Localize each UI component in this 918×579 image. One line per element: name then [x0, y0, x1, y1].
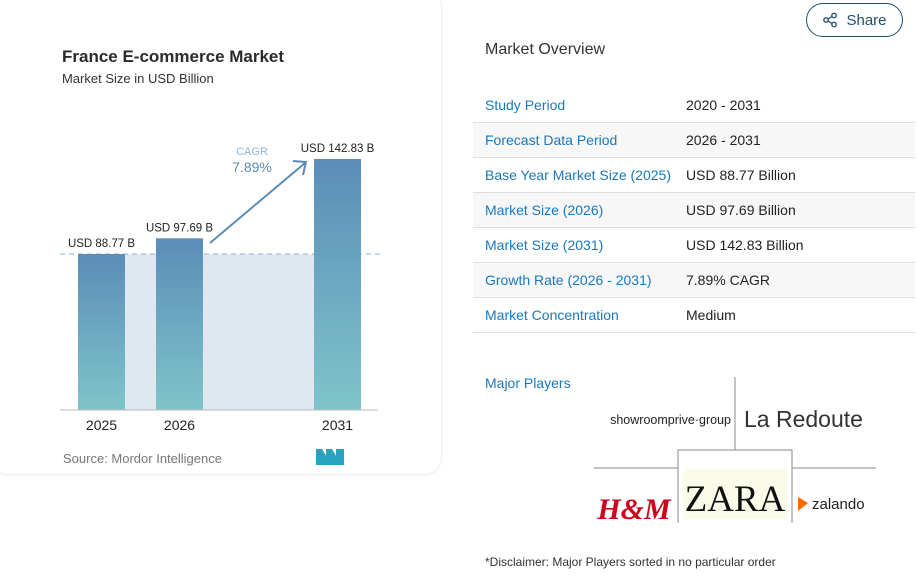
row-label: Study Period: [485, 97, 566, 113]
chart-subtitle: Market Size in USD Billion: [62, 71, 214, 86]
mordor-logo-icon: [316, 449, 344, 465]
row-label: Market Concentration: [485, 307, 619, 323]
row-label: Base Year Market Size (2025): [485, 167, 671, 183]
bar-2026: [156, 238, 203, 410]
player-showroomprive: showroomprive·group: [610, 413, 731, 427]
row-value: USD 142.83 Billion: [686, 237, 804, 253]
row-value: 2020 - 2031: [686, 97, 761, 113]
overview-row: Market Size (2026) USD 97.69 Billion: [473, 192, 915, 228]
data-label: USD 88.77 B: [68, 238, 135, 250]
major-players-logos: showroomprive·group La Redoute H&M ZARA …: [594, 377, 876, 523]
x-tick-label: 2031: [322, 417, 353, 433]
x-tick-label: 2026: [164, 417, 195, 433]
row-value: 2026 - 2031: [686, 132, 761, 148]
chart-source: Source: Mordor Intelligence: [63, 451, 222, 466]
zalando-icon: [798, 497, 808, 511]
row-value: Medium: [686, 307, 736, 323]
overview-row: Market Size (2031) USD 142.83 Billion: [473, 228, 915, 263]
data-label: USD 97.69 B: [146, 222, 213, 234]
overview-row: Growth Rate (2026 - 2031) 7.89% CAGR: [473, 262, 915, 298]
share-button[interactable]: Share: [806, 3, 903, 37]
row-value: USD 88.77 Billion: [686, 167, 796, 183]
disclaimer: *Disclaimer: Major Players sorted in no …: [485, 555, 776, 569]
bar-chart: USD 88.77 B 2025 USD 97.69 B 2026 USD 142.83…: [60, 143, 380, 433]
overview-row: Study Period 2020 - 2031: [473, 88, 915, 123]
player-zalando: zalando: [812, 496, 865, 513]
overview-table: Study Period 2020 - 2031 Forecast Data Per…: [473, 88, 915, 333]
share-label: Share: [846, 11, 887, 29]
chart-title: France E-commerce Market: [62, 47, 285, 66]
player-zara: ZARA: [685, 479, 786, 520]
cagr-value: 7.89%: [232, 159, 272, 175]
overview-row: Forecast Data Period 2026 - 2031: [473, 122, 915, 158]
overview-row: Market Concentration Medium: [473, 298, 915, 333]
row-label: Forecast Data Period: [485, 132, 618, 148]
bar-2031: [314, 159, 361, 410]
x-tick-label: 2025: [86, 417, 117, 433]
row-label: Growth Rate (2026 - 2031): [485, 272, 652, 288]
player-hm: H&M: [596, 493, 672, 523]
overview-title: Market Overview: [485, 41, 606, 58]
row-value: 7.89% CAGR: [686, 272, 771, 288]
base-shade: [78, 254, 361, 410]
bar-2025: [78, 254, 125, 410]
overview-row: Base Year Market Size (2025) USD 88.77 Bi…: [473, 158, 915, 193]
cagr-label: CAGR: [236, 146, 268, 158]
cagr-arrow: [209, 160, 308, 244]
row-label: Market Size (2031): [485, 237, 604, 253]
row-value: USD 97.69 Billion: [686, 202, 796, 218]
share-icon: [823, 12, 838, 28]
major-players-label: Major Players: [485, 375, 571, 391]
data-label: USD 142.83 B: [301, 143, 375, 155]
player-la-redoute: La Redoute: [744, 406, 863, 432]
row-label: Market Size (2026): [485, 202, 604, 218]
